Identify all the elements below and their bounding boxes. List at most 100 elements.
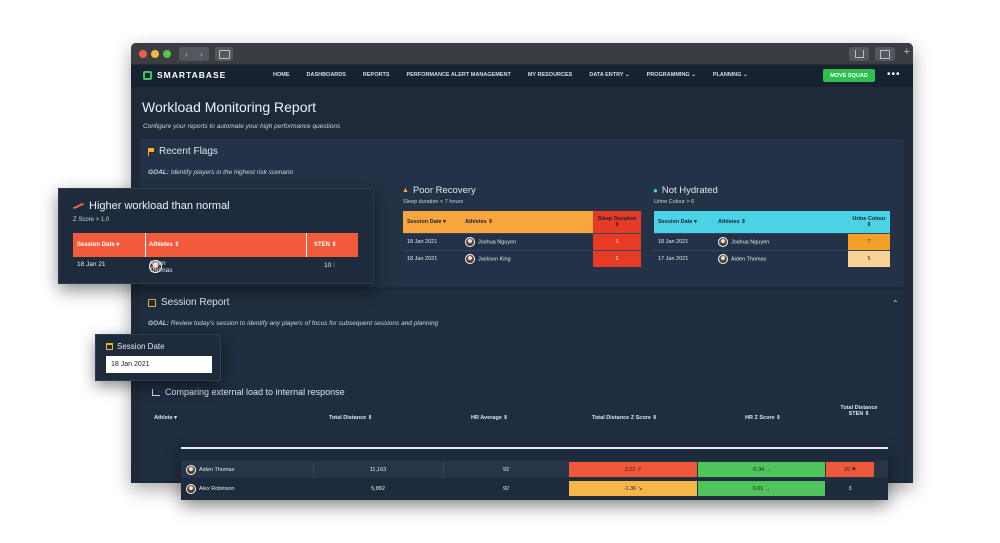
tabs-overview-button[interactable] [875, 47, 895, 61]
poor-recovery-title: ▲ Poor Recovery [402, 185, 476, 196]
app-navigation-bar: SMARTABASE HOME DASHBOARDS REPORTS PERFO… [131, 65, 913, 87]
cell-hr-z-score: 0.01 → [698, 481, 825, 496]
page-title: Workload Monitoring Report [142, 99, 317, 115]
table-row[interactable]: Aiden Thomas 11,163 92 3.22 ↗ -0.34 → 10… [181, 461, 888, 478]
not-hydrated-title: ● Not Hydrated [653, 185, 718, 196]
poor-recovery-subtitle: Sleep duration < 7 hours [403, 199, 464, 205]
session-report-title: Session Report [161, 297, 230, 308]
column-header-session-date[interactable]: Session Date ▾ [77, 242, 120, 248]
maximize-window-button[interactable] [163, 50, 171, 58]
cell-date: 18 Jan 21 [77, 261, 106, 268]
recent-flags-heading: Recent Flags [148, 146, 218, 157]
nav-programming[interactable]: PROGRAMMING ⌄ [646, 72, 696, 78]
session-report-heading: Session Report [148, 297, 229, 308]
cell-date: 18 Jan 2021 [654, 232, 714, 250]
cell-athlete: Joshua Nguyen [461, 232, 593, 250]
page-subtitle: Configure your reports to automate your … [143, 123, 341, 130]
logo-text: SMARTABASE [157, 70, 227, 80]
close-window-button[interactable] [139, 50, 147, 58]
column-header-total-distance[interactable]: Total Distance ⇕ [329, 415, 373, 421]
calendar-icon [106, 343, 113, 350]
nav-planning[interactable]: PLANNING ⌄ [712, 72, 748, 78]
flag-icon [148, 147, 154, 156]
cell-athlete: Jackson King [461, 249, 593, 267]
session-date-filter: Session Date [95, 334, 221, 381]
avatar [186, 464, 196, 475]
column-header-hr-z-score[interactable]: HR Z Score ⇕ [745, 415, 781, 421]
avatar [465, 253, 475, 264]
column-header-sleep-duration[interactable]: Sleep Duration ⇕ [593, 211, 641, 233]
comparison-column-headers: Athlete ▾ Total Distance ⇕ HR Average ⇕ … [141, 405, 891, 438]
table-row[interactable]: 17 Jan 2021 Aiden Thomas 5 [654, 249, 890, 267]
sidebar-toggle-button[interactable] [215, 47, 233, 61]
column-header-athletes[interactable]: Athletes ⇕ [149, 242, 180, 248]
cell-sleep-duration: 1 [593, 232, 641, 250]
column-divider [145, 233, 146, 257]
column-header-total-distance-z-score[interactable]: Total Distance Z Score ⇕ [592, 415, 658, 421]
table-row[interactable]: 18 Jan 2021 Jackson King 1 [403, 249, 641, 267]
collapse-icon[interactable]: ⌃ [892, 299, 899, 308]
recent-flags-title: Recent Flags [159, 146, 218, 157]
browser-chrome: ‹ › + [131, 43, 913, 65]
nav-reports[interactable]: REPORTS [362, 72, 390, 78]
cell-athlete: Aiden Thomas [714, 249, 848, 267]
cell-total-distance-z-score: 3.22 ↗ [569, 462, 697, 477]
avatar [718, 253, 728, 264]
session-report-goal: GOAL: Review today's session to identify… [148, 320, 438, 327]
move-squad-button[interactable]: MOVE SQUAD [823, 69, 875, 82]
cell-total-distance-sten: 3 [848, 485, 852, 492]
column-header-total-distance-sten[interactable]: Total Distance STEN ⇕ [840, 405, 878, 417]
report-icon [148, 298, 156, 307]
column-header-session-date[interactable]: Session Date ▾ [654, 211, 714, 233]
table-row[interactable]: Alex Robinson 5,882 92 -1.36 ↘ 0.01 → 3 [181, 480, 888, 497]
chevron-right-icon[interactable]: › [200, 49, 203, 59]
column-divider [443, 461, 444, 478]
avatar [465, 236, 475, 247]
avatar [718, 236, 728, 247]
avatar [186, 483, 196, 494]
comparison-table: Aiden Thomas 11,163 92 3.22 ↗ -0.34 → 10… [181, 447, 888, 500]
nav-my-resources[interactable]: MY RESOURCES [527, 72, 573, 78]
browser-window: ‹ › + SMARTABASE HOME DASHBOARDS REPORTS … [131, 43, 913, 483]
cell-hr-average: 92 [502, 485, 510, 492]
goal-text: Review today's session to identify any p… [170, 320, 439, 327]
share-button[interactable] [849, 47, 869, 61]
cell-hr-average: 92 [502, 466, 510, 473]
nav-dashboards[interactable]: DASHBOARDS [306, 72, 346, 78]
table-row[interactable]: 18 Jan 2021 Joshua Nguyen 7 [654, 232, 890, 250]
minimize-window-button[interactable] [151, 50, 159, 58]
comparison-heading: Comparing external load to internal resp… [152, 387, 345, 397]
logo[interactable]: SMARTABASE [143, 70, 226, 80]
cell-total-distance-z-score: -1.36 ↘ [569, 481, 697, 496]
cell-athlete: Joshua Nguyen [714, 232, 848, 250]
new-tab-button[interactable]: + [903, 46, 910, 58]
cell-sten: 10 ⁝ [324, 262, 336, 269]
goal-text: Identify players in the highest risk sce… [170, 169, 294, 176]
not-hydrated-table: Session Date ▾ Athletes ⇕ Urine Colour ⇕… [654, 211, 890, 267]
logo-icon [143, 70, 152, 80]
cell-hr-z-score: -0.34 → [698, 462, 825, 477]
goal-label: GOAL: [148, 320, 169, 327]
session-date-input[interactable] [106, 356, 212, 373]
trending-up-icon [73, 202, 84, 210]
nav-home[interactable]: HOME [273, 72, 290, 78]
column-header-urine-colour[interactable]: Urine Colour ⇕ [848, 211, 890, 233]
cell-total-distance: 11,163 [369, 466, 387, 473]
column-header-session-date[interactable]: Session Date ▾ [403, 211, 461, 233]
column-header-athletes[interactable]: Athletes ⇕ [461, 211, 593, 233]
more-options-icon[interactable]: ••• [887, 69, 901, 80]
higher-workload-subtitle: Z Score > 1.0 [73, 217, 110, 223]
chevron-left-icon[interactable]: ‹ [185, 49, 188, 59]
table-row[interactable]: 18 Jan 2021 Joshua Nguyen 1 [403, 232, 641, 250]
column-header-athlete[interactable]: Athlete ▾ [154, 415, 177, 421]
column-header-hr-average[interactable]: HR Average ⇕ [471, 415, 508, 421]
nav-data-entry[interactable]: DATA ENTRY ⌄ [589, 72, 630, 78]
column-header-athletes[interactable]: Athletes ⇕ [714, 211, 848, 233]
session-date-label: Session Date [117, 342, 165, 351]
poor-recovery-table: Session Date ▾ Athletes ⇕ Sleep Duration… [403, 211, 641, 267]
back-forward-buttons[interactable]: ‹ › [179, 47, 209, 61]
nav-performance-alert-management[interactable]: PERFORMANCE ALERT MANAGEMENT [406, 72, 511, 78]
column-divider [313, 461, 314, 478]
cell-urine-colour: 5 [848, 249, 890, 267]
column-header-sten[interactable]: STEN ⇕ [314, 242, 337, 248]
